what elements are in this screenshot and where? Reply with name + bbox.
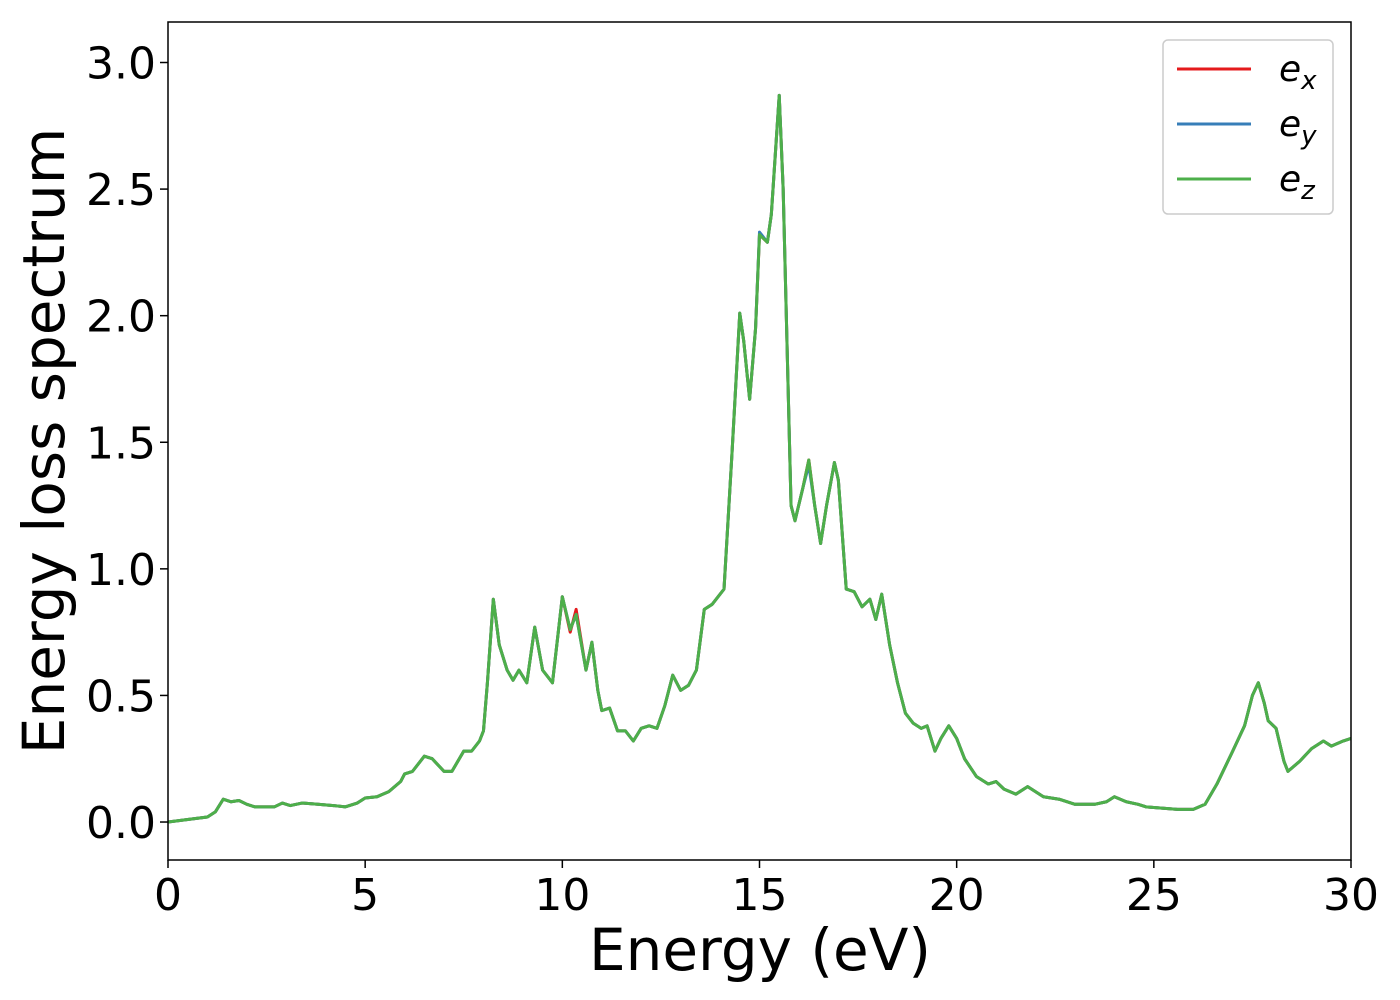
y-axis-label: Energy loss spectrum (10, 128, 78, 754)
x-tick-label: 20 (929, 870, 985, 921)
x-tick-label: 0 (154, 870, 182, 921)
plot-frame (167, 21, 1352, 861)
y-tick-label: 1.5 (86, 418, 156, 469)
y-tick-label: 3.0 (86, 39, 156, 90)
x-tick-label: 30 (1323, 870, 1379, 921)
x-tick-label: 15 (732, 870, 788, 921)
y-tick-label: 1.0 (86, 545, 156, 596)
x-tick-label: 25 (1126, 870, 1182, 921)
y-tick-label: 0.0 (86, 798, 156, 849)
legend-label: ez (1279, 159, 1316, 206)
x-tick-label: 5 (351, 870, 379, 921)
x-tick-label: 10 (534, 870, 590, 921)
legend-label: ex (1279, 49, 1317, 96)
legend-label: ey (1279, 104, 1317, 151)
y-tick-label: 0.5 (86, 671, 156, 722)
line-series (168, 93, 1351, 824)
y-tick-label: 2.0 (86, 292, 156, 343)
legend-box (1162, 39, 1334, 215)
y-tick-label: 2.5 (86, 165, 156, 216)
x-axis-label: Energy (eV) (589, 916, 931, 984)
